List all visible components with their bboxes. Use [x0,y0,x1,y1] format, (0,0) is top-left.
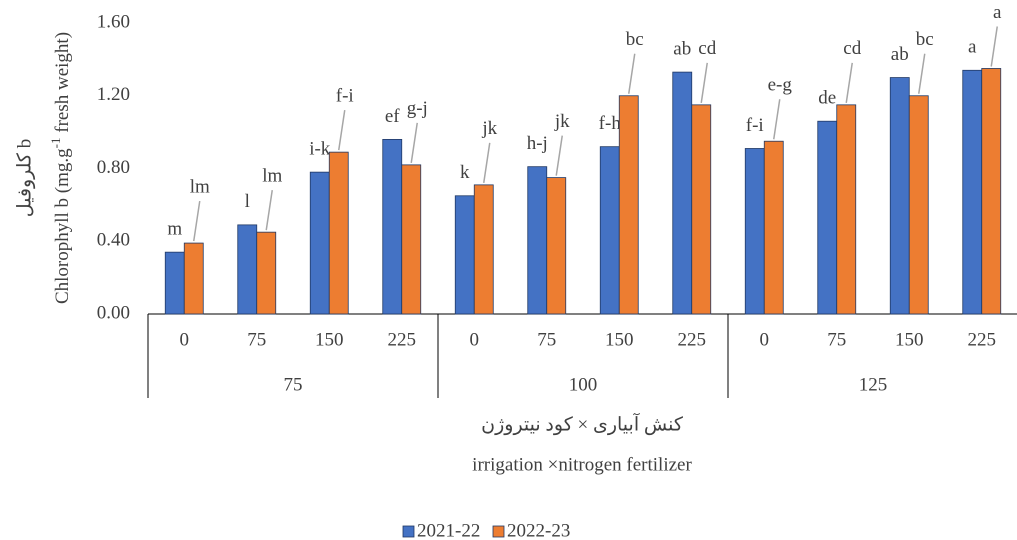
significance-letter: a [968,37,977,58]
leader-line [628,53,636,94]
significance-letter: l [245,191,250,212]
significance-letter: lm [262,166,282,187]
leader-line [338,110,346,151]
x-tick-label: 150 [895,329,924,350]
x-tick-label: 150 [605,329,634,350]
y-tick-label: 0.00 [97,302,130,323]
bar [962,69,983,315]
bar [672,71,693,315]
bar [256,231,277,315]
significance-letter: a [993,2,1002,23]
bar [618,95,639,315]
significance-letter: jk [481,118,497,139]
bar [328,151,349,315]
x-tick-label: 0 [470,329,480,350]
significance-letter: de [818,88,836,109]
bar [473,184,494,315]
significance-letter: h-j [527,133,548,154]
x-tick-label: 0 [180,329,190,350]
leader-line [265,190,273,231]
x-tick-label: 75 [537,329,556,350]
x-tick-label: 225 [388,329,417,350]
leader-line [193,200,201,242]
x-tick-label: 0 [760,329,770,350]
significance-letter: ab [673,38,691,59]
bar [164,251,185,315]
significance-letter: m [167,219,182,240]
bar [763,140,784,315]
x-tick-label: 75 [827,329,846,350]
x-tick-label: 150 [315,329,344,350]
y-axis-title: Chlorophyll b (mg.g-1 fresh weight) [48,32,73,304]
bar [981,68,1002,315]
y-axis-title-fa: کلروفیل b [14,139,35,217]
significance-letter: k [460,162,470,183]
significance-letter: jk [554,111,570,132]
y-tick-label: 1.60 [97,11,130,32]
leader-line [990,26,998,67]
leader-line [555,135,563,176]
significance-letter: bc [916,29,934,50]
x-axis-title-fa: کنش آبیاری × کود نیتروژن [481,412,684,435]
significance-letter: cd [698,38,716,59]
bar [817,120,838,315]
legend-label: 2022-23 [507,520,570,540]
leader-line [773,99,781,140]
bar [237,224,258,315]
y-tick-label: 0.40 [97,230,130,251]
significance-letter: f-h [599,113,622,134]
y-axis-title-part: fresh weight) [52,32,73,138]
significance-letter: ef [385,106,400,127]
leader-line [483,142,491,183]
bar [382,138,403,315]
bar [599,146,620,315]
legend-swatch [492,525,505,538]
leader-line [410,122,418,163]
x-tick-label: 225 [968,329,997,350]
y-axis-title-sup: -1 [48,137,63,148]
legend-label: 2021-22 [417,520,480,540]
x-axis-title: irrigation ×nitrogen fertilizer [472,454,692,475]
group-label: 75 [284,374,303,395]
significance-letter: f-i [336,85,354,106]
bar [889,77,910,315]
bar [546,177,567,315]
significance-letter: e-g [768,75,793,96]
significance-letter: lm [190,176,210,197]
leader-line [918,53,926,94]
y-tick-label: 0.80 [97,157,130,178]
bar [691,104,712,315]
x-tick-label: 75 [247,329,266,350]
bar [309,171,330,315]
y-axis-title-part: Chlorophyll b (mg.g [52,148,73,304]
bar [908,95,929,315]
significance-letter: g-j [407,98,428,119]
x-tick-label: 225 [678,329,707,350]
significance-letter: f-i [746,115,764,136]
group-label: 100 [569,374,598,395]
significance-letter: bc [626,29,644,50]
leader-line [845,62,853,103]
significance-letter: i-k [309,138,331,159]
bar [183,242,204,315]
bar [454,195,475,315]
bar [744,148,765,315]
leader-line [700,62,708,103]
significance-letter: ab [891,44,909,65]
bar [836,104,857,315]
y-tick-label: 1.20 [97,84,130,105]
legend-swatch [402,525,415,538]
significance-letter: cd [843,38,861,59]
bar [527,166,548,315]
group-label: 125 [859,374,888,395]
bar [401,164,422,315]
